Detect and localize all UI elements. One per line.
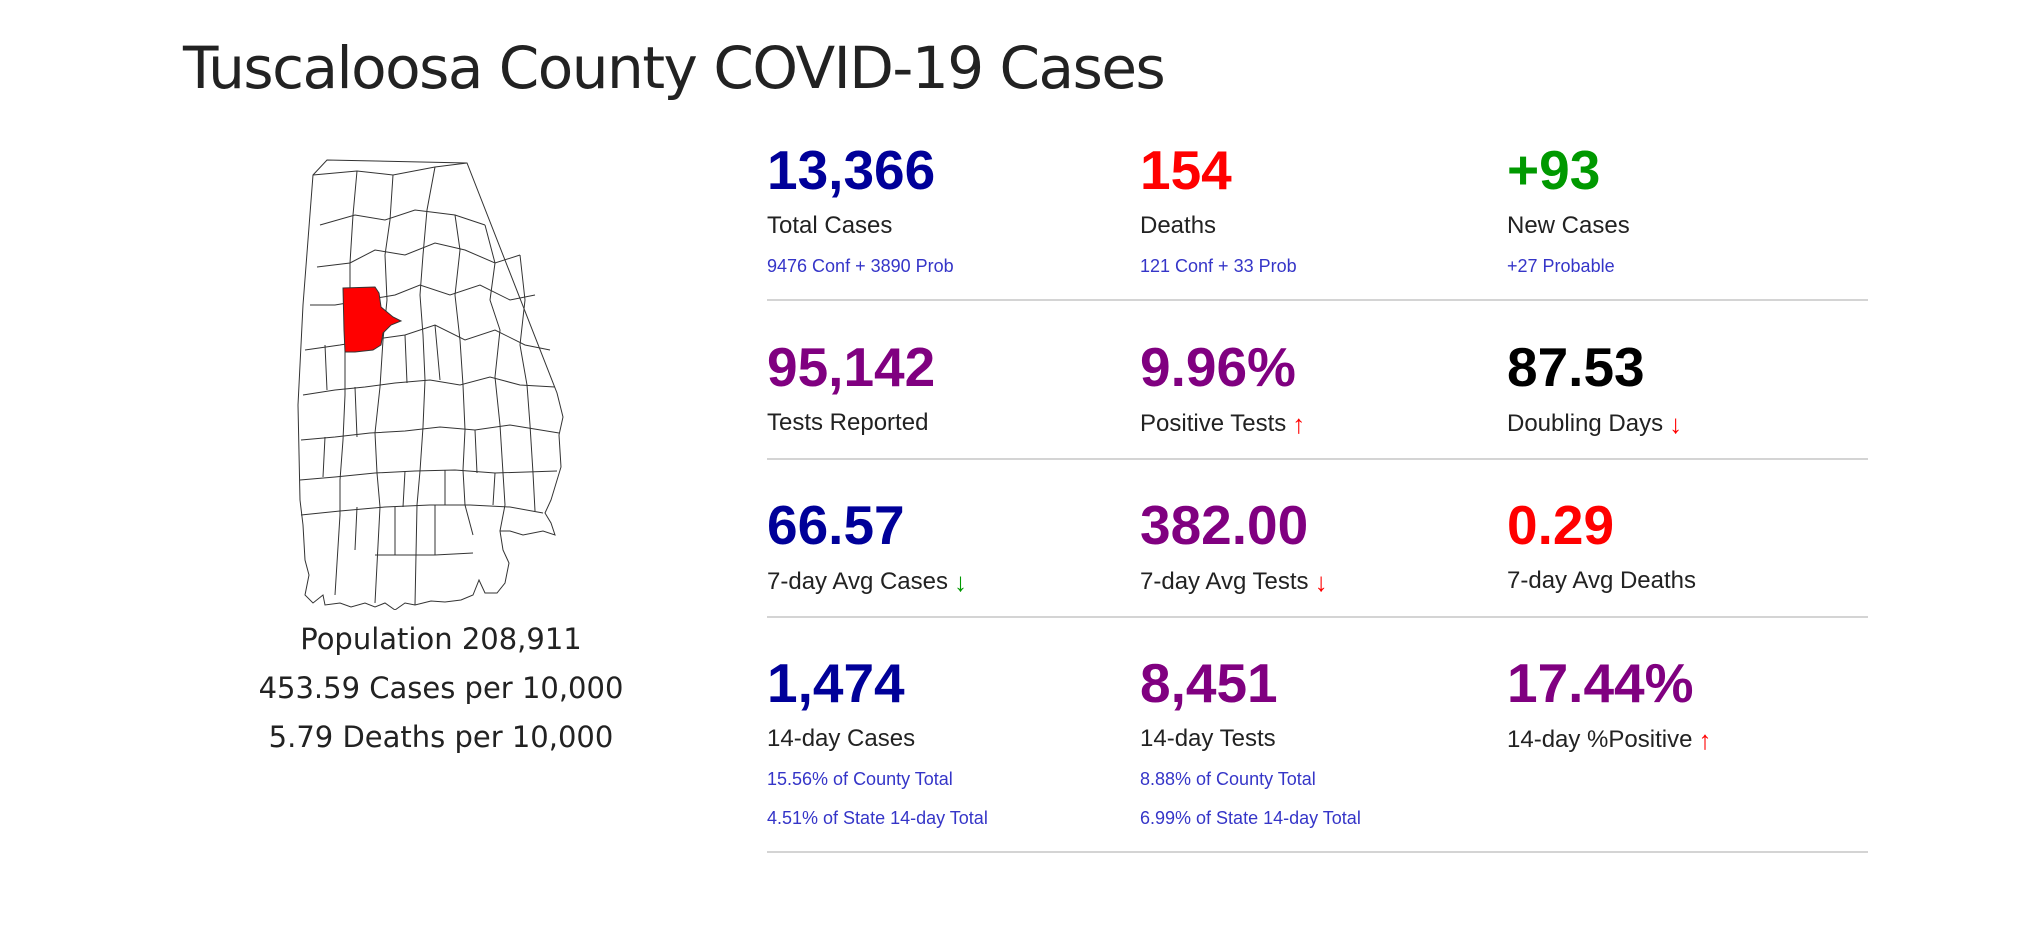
- stat-label-text: 7-day Avg Cases: [767, 568, 948, 595]
- stat-value: 8,451: [1140, 652, 1278, 714]
- alabama-map-graphic: [297, 159, 564, 610]
- stat-label: 14-day %Positive ↑: [1507, 725, 1711, 756]
- stat-label: Tests Reported: [767, 409, 928, 437]
- stat-label-text: 7-day Avg Tests: [1140, 568, 1309, 595]
- arrow-down-icon: ↓: [1314, 567, 1328, 597]
- stat-label: Doubling Days ↓: [1507, 409, 1682, 440]
- stat-sub-text: +27 Probable: [1507, 256, 1615, 276]
- deaths-per-10000-text: 5.79 Deaths per 10,000: [268, 720, 614, 754]
- stat-sub-text: 8.88% of County Total: [1140, 769, 1316, 789]
- row-divider: [767, 851, 1868, 853]
- stat-label: Deaths: [1140, 212, 1217, 239]
- stat-sub-text: 121 Conf + 33 Prob: [1140, 256, 1297, 276]
- stat-sub-text-2: 4.51% of State 14-day Total: [767, 808, 988, 828]
- state-outline: [297, 159, 564, 610]
- stat-value: 382.00: [1140, 494, 1309, 556]
- stat-value: 13,366: [767, 139, 936, 201]
- alabama-county-map: [295, 155, 595, 610]
- arrow-down-icon: ↓: [954, 567, 967, 597]
- stat-label: New Cases: [1507, 212, 1630, 239]
- stat-value: 154: [1140, 139, 1232, 201]
- stat-value: 87.53: [1507, 336, 1645, 398]
- stat-label: 7-day Avg Deaths: [1507, 567, 1696, 595]
- stat-value: 1,474: [767, 652, 905, 714]
- population-text: Population 208,911: [300, 622, 582, 656]
- stat-value: +93: [1507, 139, 1601, 201]
- stat-sub-text: 15.56% of County Total: [767, 769, 953, 789]
- row-divider: [767, 616, 1868, 618]
- stat-value: 9.96%: [1140, 336, 1296, 398]
- stat-label-text: Tests Reported: [767, 409, 929, 436]
- page-title: Tuscaloosa County COVID-19 Cases: [183, 34, 1166, 102]
- cases-per-10000-text: 453.59 Cases per 10,000: [258, 671, 624, 705]
- arrow-up-icon: ↑: [1698, 725, 1712, 755]
- stat-label-text: 14-day %Positive: [1507, 726, 1693, 753]
- stat-label: 14-day Tests: [1140, 725, 1276, 752]
- stat-label: 14-day Cases: [767, 725, 916, 752]
- stat-value: 0.29: [1507, 494, 1615, 556]
- stat-label-text: Doubling Days: [1507, 410, 1664, 437]
- tuscaloosa-county: [342, 286, 403, 353]
- stat-sub-text-2: 6.99% of State 14-day Total: [1140, 808, 1361, 828]
- stat-label: 7-day Avg Cases ↓: [767, 567, 967, 598]
- arrow-down-icon: ↓: [1669, 409, 1683, 439]
- stat-value: 66.57: [767, 494, 905, 556]
- stat-label: 7-day Avg Tests ↓: [1140, 567, 1328, 598]
- stat-label: Positive Tests ↑: [1140, 409, 1305, 440]
- stat-label-text: 7-day Avg Deaths: [1507, 567, 1697, 594]
- stat-label-text: Positive Tests: [1140, 410, 1287, 437]
- stat-value: 95,142: [767, 336, 936, 398]
- stat-sub-text: 9476 Conf + 3890 Prob: [767, 256, 954, 276]
- row-divider: [767, 299, 1868, 301]
- row-divider: [767, 458, 1868, 460]
- stat-value: 17.44%: [1507, 652, 1694, 714]
- stat-label: Total Cases: [767, 212, 893, 239]
- arrow-up-icon: ↑: [1292, 409, 1306, 439]
